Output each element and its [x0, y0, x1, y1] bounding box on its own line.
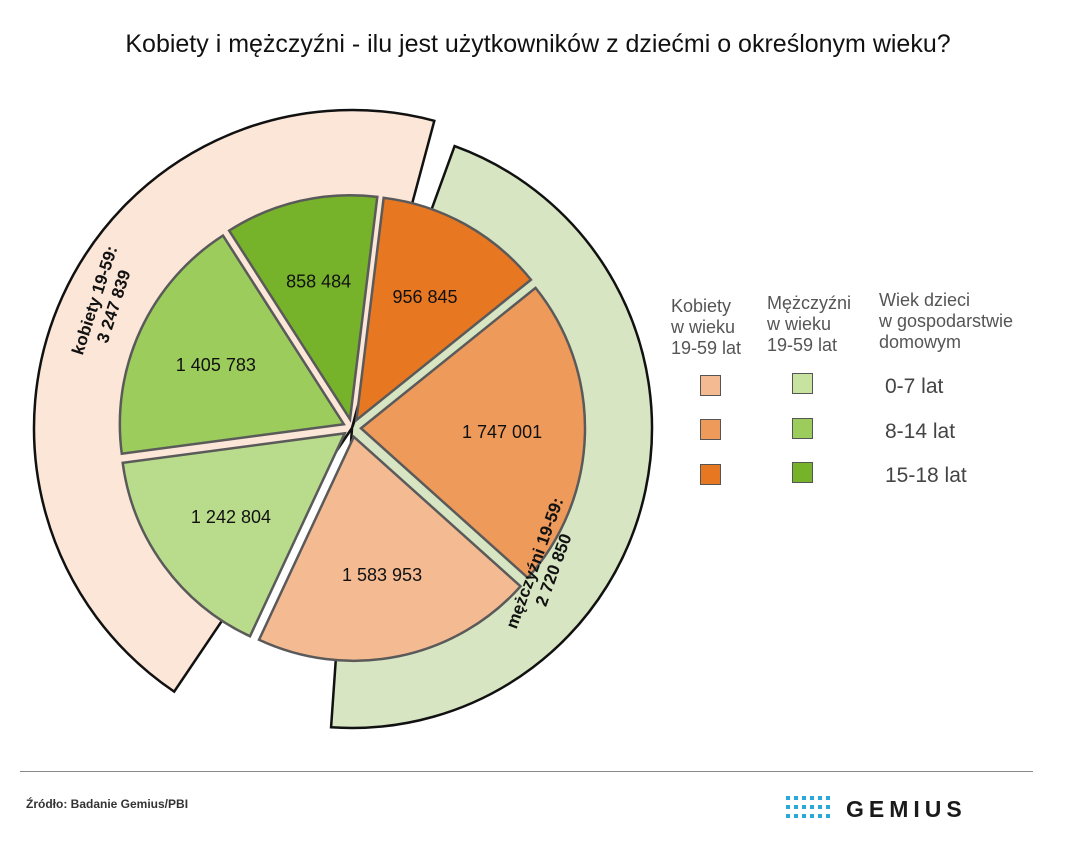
legend-swatch-women-8-14	[700, 419, 721, 440]
slice-value-label: 1 747 001	[462, 422, 542, 442]
legend-swatch-men-15-18	[792, 462, 813, 483]
legend-swatch-women-0-7	[700, 375, 721, 396]
pie-slice	[118, 233, 346, 456]
legend-age-15-18: 15-18 lat	[885, 464, 967, 487]
legend-swatch-women-15-18	[700, 464, 721, 485]
slice-value-label: 1 242 804	[191, 507, 271, 527]
legend-swatch-men-0-7	[792, 373, 813, 394]
gemius-logo-icon	[786, 796, 830, 818]
legend-header-women: Kobiety w wieku 19-59 lat	[671, 296, 742, 358]
legend-header-age: Wiek dzieci w gospodarstwie domowym	[879, 290, 1014, 352]
legend-age-8-14: 8-14 lat	[885, 420, 956, 443]
footer-divider	[20, 771, 1033, 772]
pie-slice	[354, 196, 533, 424]
gemius-logo-text: GEMIUS	[846, 796, 967, 822]
slice-value-label: 1 405 783	[176, 355, 256, 375]
legend-age-0-7: 0-7 lat	[885, 375, 944, 398]
pie-slice	[359, 286, 587, 580]
legend-header-men: Mężczyźni w wieku 19-59 lat	[767, 293, 852, 355]
pie-slice	[121, 431, 347, 638]
pie-slice	[257, 434, 523, 663]
slice-value-label: 956 845	[392, 287, 457, 307]
legend-swatch-men-8-14	[792, 418, 813, 439]
page-title: Kobiety i mężczyźni - ilu jest użytkowni…	[125, 30, 951, 58]
source-note: Źródło: Badanie Gemius/PBI	[26, 797, 189, 811]
slice-value-label: 1 583 953	[342, 565, 422, 585]
slice-value-label: 858 484	[286, 272, 351, 292]
pie-slice	[227, 194, 379, 423]
